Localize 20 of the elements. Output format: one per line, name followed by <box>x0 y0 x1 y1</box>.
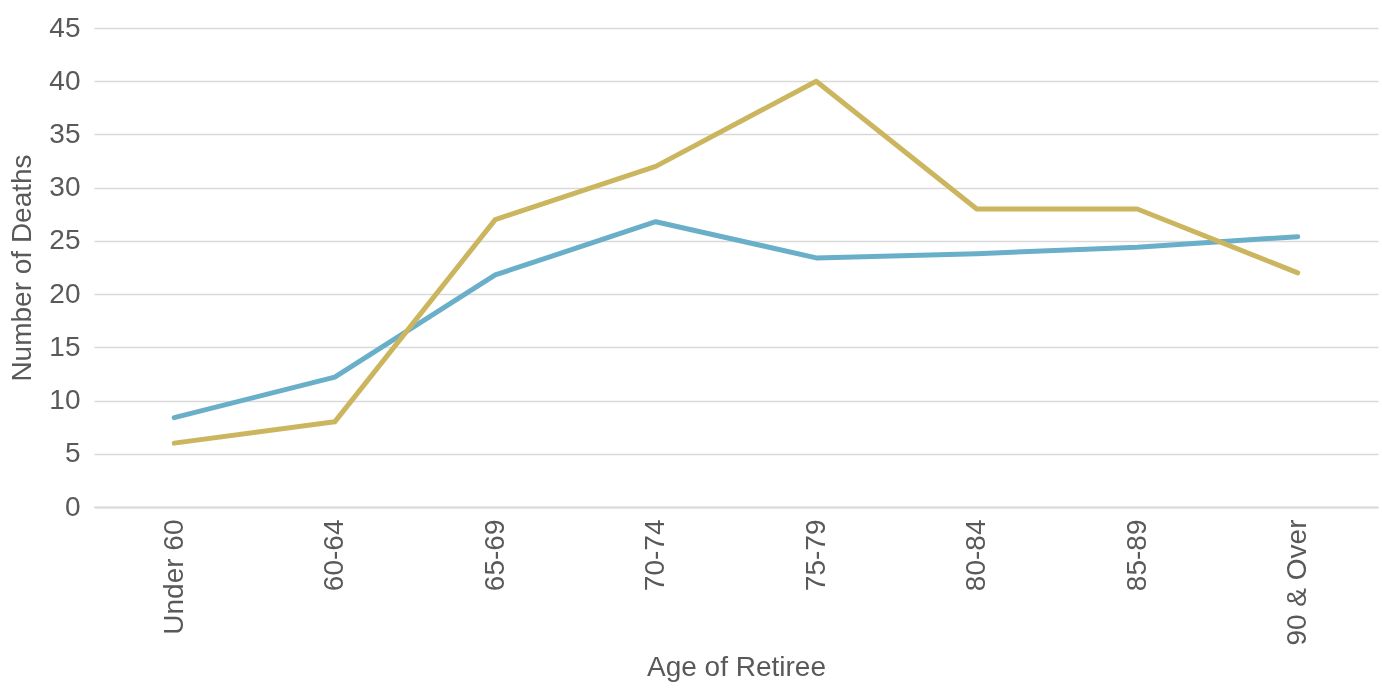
y-tick-label: 5 <box>64 437 81 469</box>
y-tick-label: 45 <box>49 11 81 43</box>
x-tick-label: 60-64 <box>318 519 350 592</box>
x-tick-label: 85-89 <box>1120 519 1152 592</box>
y-tick-label: 10 <box>49 384 81 416</box>
x-tick-label: 80-84 <box>960 519 992 592</box>
x-axis-title: Age of Retiree <box>647 650 826 682</box>
x-tick-label: 90 & Over <box>1281 519 1313 646</box>
y-tick-label: 35 <box>49 117 81 149</box>
y-tick-label: 15 <box>49 330 81 362</box>
x-tick-label: 75-79 <box>799 519 831 592</box>
y-axis-title: Number of Deaths <box>6 154 38 382</box>
x-tick-label: Under 60 <box>157 519 189 635</box>
y-tick-label: 30 <box>49 171 81 203</box>
x-tick-label: 70-74 <box>639 519 671 592</box>
y-tick-label: 0 <box>64 490 81 522</box>
x-tick-label: 65-69 <box>478 519 510 592</box>
y-tick-label: 25 <box>49 224 81 256</box>
y-tick-label: 40 <box>49 64 81 96</box>
y-tick-label: 20 <box>49 277 81 309</box>
